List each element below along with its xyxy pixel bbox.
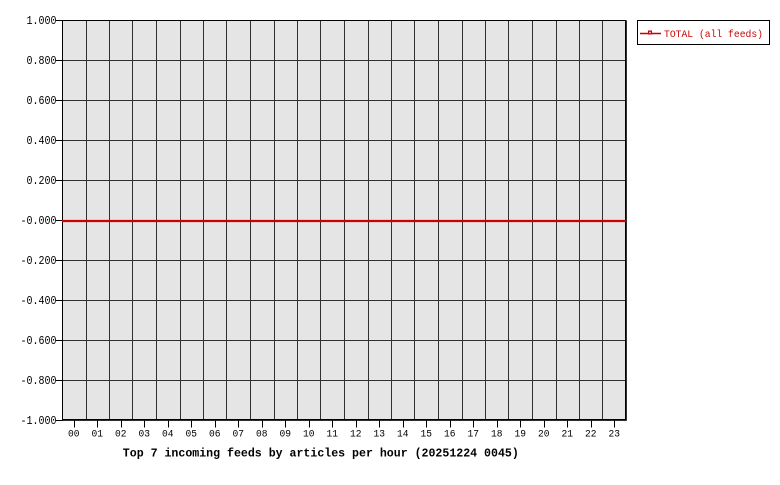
svg-text:03: 03 xyxy=(139,429,151,441)
svg-text:0.800: 0.800 xyxy=(27,54,57,68)
svg-text:1.000: 1.000 xyxy=(27,14,57,28)
svg-text:-0.000: -0.000 xyxy=(21,214,57,228)
svg-text:0.200: 0.200 xyxy=(27,174,57,188)
svg-text:20: 20 xyxy=(538,429,550,441)
svg-text:00: 00 xyxy=(68,429,80,441)
svg-text:15: 15 xyxy=(421,429,433,441)
svg-text:05: 05 xyxy=(186,429,198,441)
svg-text:12: 12 xyxy=(350,429,362,441)
svg-text:08: 08 xyxy=(256,429,268,441)
svg-text:14: 14 xyxy=(397,429,409,441)
svg-text:Top 7 incoming feeds by articl: Top 7 incoming feeds by articles per hou… xyxy=(123,447,519,461)
svg-text:02: 02 xyxy=(115,429,127,441)
svg-text:13: 13 xyxy=(374,429,386,441)
svg-text:04: 04 xyxy=(162,429,174,441)
svg-text:0.600: 0.600 xyxy=(27,94,57,108)
svg-text:-0.200: -0.200 xyxy=(21,254,57,268)
svg-text:07: 07 xyxy=(233,429,245,441)
svg-text:0.400: 0.400 xyxy=(27,134,57,148)
svg-text:19: 19 xyxy=(515,429,527,441)
svg-text:10: 10 xyxy=(303,429,315,441)
svg-text:-0.600: -0.600 xyxy=(21,334,57,348)
svg-text:23: 23 xyxy=(609,429,621,441)
svg-text:-0.800: -0.800 xyxy=(21,374,57,388)
svg-text:TOTAL (all feeds): TOTAL (all feeds) xyxy=(664,29,763,41)
svg-text:16: 16 xyxy=(444,429,456,441)
svg-text:01: 01 xyxy=(92,429,104,441)
svg-text:09: 09 xyxy=(280,429,292,441)
svg-text:18: 18 xyxy=(491,429,503,441)
svg-text:-0.400: -0.400 xyxy=(21,294,57,308)
svg-text:17: 17 xyxy=(468,429,480,441)
svg-text:-1.000: -1.000 xyxy=(21,414,57,428)
svg-text:21: 21 xyxy=(562,429,574,441)
svg-text:22: 22 xyxy=(585,429,597,441)
svg-text:06: 06 xyxy=(209,429,221,441)
svg-text:11: 11 xyxy=(327,429,339,441)
